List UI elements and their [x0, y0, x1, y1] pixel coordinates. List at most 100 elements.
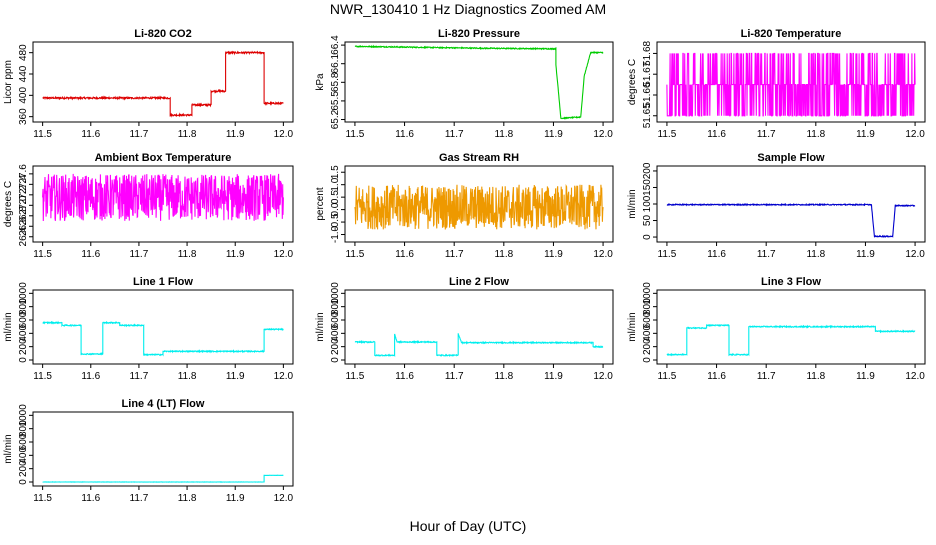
y-tick-label: 27.2	[18, 185, 29, 205]
x-tick-label: 11.8	[806, 371, 825, 382]
y-tick-label: 1000	[330, 282, 341, 305]
series-line	[354, 44, 604, 120]
chart-panel-3: Li-820 Temperature degrees C 11.5 11.6 11.7 1…	[627, 28, 926, 140]
y-tick-label: 51.65	[642, 103, 653, 128]
x-tick-label: 11.8	[806, 249, 825, 260]
x-tick-label: 12.0	[905, 249, 925, 260]
y-tick-label: 50	[642, 215, 653, 227]
x-tick-label: 11.9	[226, 371, 245, 382]
plot-frame	[656, 289, 926, 365]
x-tick-label: 11.8	[178, 129, 197, 140]
y-tick-label: 1.0	[330, 177, 341, 191]
y-tick-label: 440	[18, 65, 29, 82]
y-tick-label: 27.4	[18, 174, 29, 194]
chart-panel-5: Gas Stream RH percent 11.5 11.6 11.7 11.8 11.9…	[315, 152, 614, 260]
x-tick-label: 11.5	[33, 249, 52, 260]
chart-panel-9: Line 3 Flow ml/min 11.5 11.6 11.7 11.8 11.9 12.…	[627, 276, 926, 382]
x-tick-label: 11.8	[806, 129, 825, 140]
x-tick-label: 11.6	[707, 129, 726, 140]
x-tick-label: 11.8	[178, 493, 197, 504]
panel-title: Sample Flow	[757, 152, 825, 164]
x-tick-label: 12.0	[593, 249, 613, 260]
y-tick-label: 360	[18, 108, 29, 125]
y-tick-label: 200	[642, 338, 653, 355]
y-tick-label: 100	[642, 195, 653, 212]
chart-panel-2: Li-820 Pressure kPa 11.5 11.6 11.7 11.8 11.9 12…	[315, 28, 614, 140]
series-line	[666, 52, 916, 117]
x-tick-label: 11.6	[81, 249, 100, 260]
series-line	[42, 173, 284, 222]
x-tick-label: 12.0	[593, 129, 613, 140]
y-tick-label: 200	[18, 338, 29, 355]
x-tick-label: 12.0	[274, 249, 294, 260]
y-tick-label: 1.5	[330, 165, 341, 179]
chart-panel-7: Line 1 Flow ml/min 11.5 11.6 11.7 11.8 11.9 12.…	[3, 276, 294, 382]
chart-panel-1: Li-820 CO2 Licor ppm 11.5 11.6 11.7 11.8 11.9 1…	[3, 28, 294, 140]
series-line	[666, 323, 916, 357]
y-tick-label: 150	[642, 179, 653, 196]
x-tick-label: 11.6	[395, 129, 414, 140]
chart-panel-4: Ambient Box Temperature degrees C 11.5 11.6…	[3, 152, 294, 260]
y-tick-label: 400	[18, 87, 29, 104]
plot-frame	[344, 165, 614, 243]
y-tick-label: 0	[18, 357, 29, 363]
x-tick-label: 11.6	[707, 371, 726, 382]
x-tick-label: 12.0	[274, 371, 294, 382]
y-tick-label: 600	[18, 433, 29, 450]
x-tick-label: 11.5	[658, 129, 677, 140]
x-tick-label: 11.6	[395, 371, 414, 382]
x-tick-label: 11.9	[226, 249, 245, 260]
y-tick-label: 66.1	[330, 54, 341, 74]
panel-title: Gas Stream RH	[439, 152, 519, 164]
x-tick-label: 11.8	[494, 371, 513, 382]
x-tick-label: 11.9	[226, 493, 245, 504]
y-tick-label: 26.8	[18, 206, 29, 226]
y-tick-label: 26.6	[18, 216, 29, 236]
y-tick-label: 800	[642, 298, 653, 315]
x-tick-label: 12.0	[274, 493, 294, 504]
series-line	[354, 183, 604, 230]
plot-frame	[344, 41, 614, 123]
x-tick-label: 11.7	[130, 493, 149, 504]
y-tick-label: 27.6	[18, 164, 29, 184]
x-tick-label: 11.8	[494, 129, 513, 140]
y-tick-label: 800	[18, 298, 29, 315]
y-tick-label: 51.67	[642, 61, 653, 86]
y-axis-label: ml/min	[627, 189, 638, 218]
plot-frame	[32, 289, 294, 365]
y-tick-label: 26.4	[18, 227, 29, 247]
x-tick-label: 11.5	[346, 249, 365, 260]
series-line	[354, 333, 604, 358]
panel-grid: Li-820 CO2 Licor ppm 11.5 11.6 11.7 11.8 11.9 1…	[3, 28, 926, 504]
figure-x-axis-label: Hour of Day (UTC)	[410, 518, 527, 534]
y-tick-label: 65.5	[330, 91, 341, 111]
y-axis-label: degrees C	[3, 181, 14, 227]
panel-title: Line 2 Flow	[449, 276, 509, 288]
x-tick-label: 11.8	[178, 249, 197, 260]
series-line	[666, 202, 916, 238]
chart-panel-8: Line 2 Flow ml/min 11.5 11.6 11.7 11.8 11.9 12.…	[315, 276, 614, 382]
y-tick-label: -1.0	[330, 225, 341, 243]
x-tick-label: 11.7	[757, 129, 776, 140]
y-tick-label: 0	[642, 234, 653, 240]
y-tick-label: 27.0	[18, 195, 29, 215]
x-tick-label: 11.5	[33, 129, 52, 140]
panel-title: Line 1 Flow	[133, 276, 193, 288]
y-axis-label: ml/min	[3, 434, 14, 463]
y-tick-label: 400	[18, 447, 29, 464]
panel-title: Line 3 Flow	[761, 276, 821, 288]
panel-title: Li-820 Temperature	[741, 28, 842, 40]
x-tick-label: 11.9	[856, 249, 875, 260]
x-tick-label: 12.0	[593, 371, 613, 382]
plot-frame	[32, 41, 294, 123]
y-tick-label: 800	[18, 420, 29, 437]
panel-title: Ambient Box Temperature	[95, 152, 232, 164]
y-tick-label: 66.4	[330, 35, 341, 55]
y-tick-label: 400	[18, 325, 29, 342]
x-tick-label: 11.9	[544, 371, 563, 382]
y-tick-label: 0.5	[330, 190, 341, 204]
y-tick-label: 0	[18, 479, 29, 485]
chart-panel-10: Line 4 (LT) Flow ml/min 11.5 11.6 11.7 11.8 11…	[3, 398, 294, 504]
y-tick-label: 65.2	[330, 109, 341, 129]
